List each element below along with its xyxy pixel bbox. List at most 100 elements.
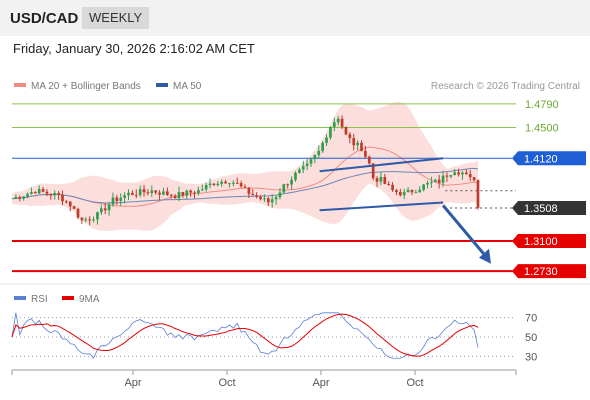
level-label-3: 1.3508 bbox=[512, 200, 586, 215]
rsi-ma-line bbox=[11, 313, 479, 357]
candle-body bbox=[274, 197, 278, 200]
candle-body bbox=[247, 187, 251, 194]
candle bbox=[80, 217, 84, 224]
candle-body bbox=[278, 192, 282, 198]
candle-body bbox=[309, 159, 313, 164]
candle bbox=[255, 192, 258, 199]
candle-body bbox=[263, 198, 266, 200]
candle bbox=[391, 182, 394, 192]
candle bbox=[212, 183, 216, 186]
candle-body bbox=[107, 204, 111, 211]
candle-body bbox=[465, 172, 468, 174]
level-label-5: 1.2730 bbox=[512, 264, 586, 279]
candle-body bbox=[317, 150, 321, 156]
candle-body bbox=[251, 193, 255, 196]
candle-body bbox=[65, 201, 68, 203]
candle bbox=[37, 185, 41, 194]
candle bbox=[208, 178, 212, 189]
candle bbox=[367, 155, 371, 165]
candle-body bbox=[305, 163, 309, 167]
candle bbox=[445, 172, 449, 182]
candle-body bbox=[379, 177, 383, 182]
candle bbox=[383, 173, 387, 185]
candle bbox=[14, 194, 18, 200]
candle bbox=[336, 115, 340, 126]
candle-body bbox=[212, 183, 216, 185]
candle bbox=[247, 187, 251, 199]
candle-body bbox=[45, 191, 49, 194]
candle bbox=[379, 172, 383, 186]
candle-body bbox=[430, 182, 433, 184]
candle-body bbox=[398, 192, 402, 196]
candle bbox=[348, 132, 352, 144]
channel-lower-line bbox=[319, 201, 444, 212]
legend-ma50: MA 50 bbox=[156, 81, 201, 92]
candle bbox=[189, 189, 192, 197]
candle-body bbox=[96, 212, 99, 220]
level-text-4: 1.3100 bbox=[524, 236, 558, 248]
candle-body bbox=[336, 118, 340, 123]
candle bbox=[193, 190, 196, 199]
candle-body bbox=[220, 181, 224, 184]
candle bbox=[150, 185, 154, 198]
candle bbox=[138, 185, 142, 198]
candle-body bbox=[239, 183, 243, 187]
candle bbox=[119, 193, 123, 207]
candle-body bbox=[76, 208, 80, 218]
candle bbox=[418, 186, 422, 193]
candle bbox=[375, 176, 379, 188]
timeframe-button[interactable]: WEEKLY bbox=[82, 7, 150, 29]
level-label-2: 1.4120 bbox=[512, 151, 586, 166]
candle-body bbox=[457, 172, 460, 175]
candle-body bbox=[422, 184, 425, 190]
candle-body bbox=[111, 197, 115, 205]
candle-body bbox=[461, 172, 464, 175]
candle bbox=[243, 184, 247, 188]
candle bbox=[162, 187, 165, 196]
projection-arrow-line bbox=[441, 204, 489, 259]
candle bbox=[457, 168, 460, 177]
candle-body bbox=[18, 197, 22, 199]
candle-body bbox=[185, 190, 189, 196]
candle bbox=[68, 201, 72, 212]
candle-body bbox=[224, 181, 227, 184]
candle bbox=[468, 170, 472, 182]
channel-upper-line bbox=[319, 157, 444, 173]
candle-body bbox=[68, 201, 72, 207]
candle bbox=[49, 193, 53, 200]
candle-body bbox=[162, 191, 165, 195]
candle bbox=[402, 188, 406, 200]
credit-text: Research © 2026 Trading Central bbox=[430, 81, 580, 92]
candle bbox=[142, 184, 146, 197]
candle-body bbox=[134, 194, 138, 196]
candle-body bbox=[255, 195, 258, 197]
candle-body bbox=[181, 192, 185, 196]
candle-body bbox=[395, 190, 398, 193]
ma20-swatch-icon bbox=[14, 83, 26, 88]
level-text-0: 1.4790 bbox=[525, 99, 559, 111]
candle bbox=[321, 140, 325, 153]
candle bbox=[476, 179, 480, 210]
candle bbox=[422, 184, 425, 192]
x-tick-label: Oct bbox=[406, 377, 423, 389]
candle-body bbox=[364, 150, 367, 157]
candle-body bbox=[165, 191, 169, 195]
candle-body bbox=[344, 126, 348, 135]
candle bbox=[453, 168, 457, 176]
level-text-5: 1.2730 bbox=[524, 266, 558, 278]
candle bbox=[414, 189, 418, 194]
level-tag-5 bbox=[512, 264, 586, 279]
candle-body bbox=[453, 172, 457, 176]
candle bbox=[65, 199, 68, 204]
candle bbox=[286, 183, 290, 189]
candle-body bbox=[449, 175, 453, 177]
candle bbox=[340, 115, 344, 130]
candle-body bbox=[115, 197, 119, 201]
candle-body bbox=[418, 189, 422, 193]
candle-body bbox=[99, 208, 103, 213]
candle-body bbox=[472, 177, 476, 181]
candle bbox=[61, 190, 64, 205]
level-text-2: 1.4120 bbox=[524, 153, 558, 165]
rsi-line bbox=[11, 312, 479, 359]
